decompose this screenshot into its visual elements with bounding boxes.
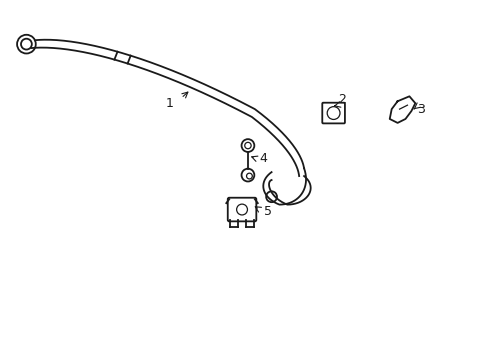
Text: 3: 3 bbox=[416, 103, 424, 116]
Text: 5: 5 bbox=[263, 205, 271, 218]
Text: 2: 2 bbox=[338, 93, 346, 106]
Text: 4: 4 bbox=[259, 152, 267, 165]
Text: 1: 1 bbox=[165, 97, 173, 110]
